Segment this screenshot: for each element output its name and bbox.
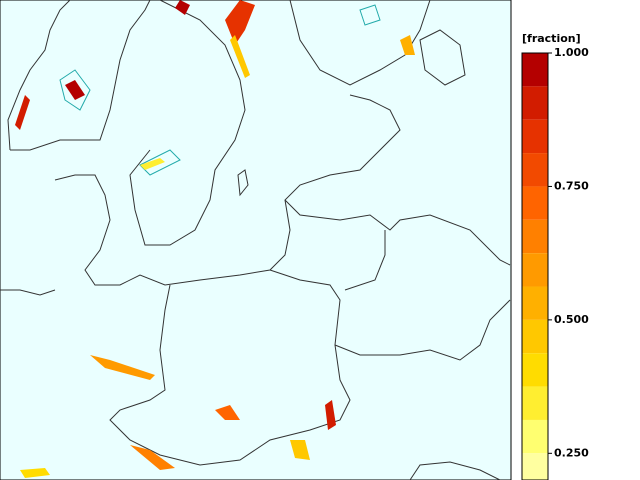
coastline (419, 29, 466, 86)
colorbar-band (522, 253, 548, 287)
border (344, 230, 386, 291)
hotspots (15, 0, 415, 478)
colorbar: [fraction] 1.000 0.750 0.500 0.250 (521, 32, 589, 480)
coastline (129, 0, 246, 246)
colorbar-band (522, 419, 548, 454)
map-background (0, 0, 512, 480)
coastline (289, 0, 431, 86)
lake (59, 4, 381, 176)
coastline (10, 0, 151, 151)
colorbar-band (522, 219, 548, 254)
colorbar-band (522, 353, 548, 387)
coastline (237, 169, 249, 197)
border (284, 199, 511, 266)
colorbar-band (522, 186, 548, 220)
map (0, 0, 512, 480)
coastline (0, 289, 56, 296)
colorbar-band (522, 53, 548, 87)
colorbar-band (522, 286, 548, 320)
border (334, 299, 511, 361)
colorbar-band (522, 319, 548, 354)
colorbar-frame (521, 52, 549, 480)
colorbar-tick-label: 1.000 (554, 46, 589, 59)
border (109, 269, 351, 466)
coastline (7, 0, 71, 151)
colorbar-band (522, 119, 548, 154)
colorbar-band (522, 386, 548, 420)
colorbar-tick-label: 0.500 (554, 313, 589, 326)
colorbar-tick-label: 0.250 (554, 446, 589, 459)
border (409, 461, 501, 480)
colorbar-label: [fraction] (522, 32, 581, 45)
colorbar-band (522, 453, 548, 480)
colorbar-band (522, 153, 548, 187)
coastline (54, 94, 401, 286)
colorbar-tick-label: 0.750 (554, 179, 589, 192)
colorbar-band (522, 86, 548, 120)
